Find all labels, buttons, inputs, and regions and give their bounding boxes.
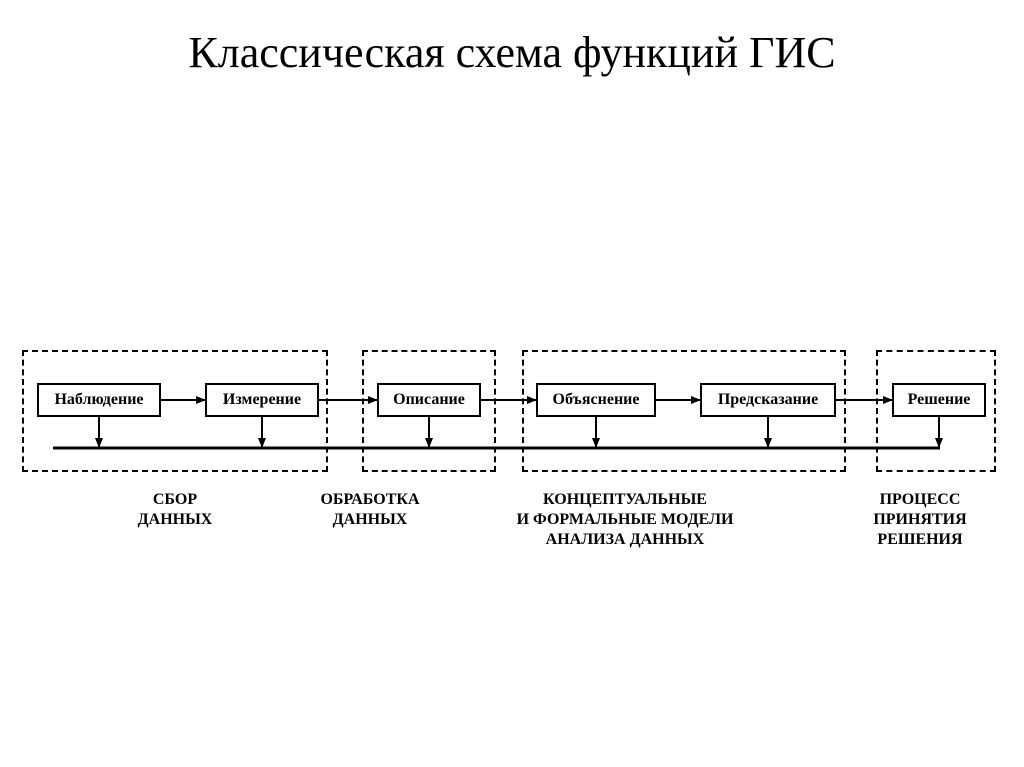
node-n6: Решение bbox=[892, 383, 986, 417]
node-n5: Предсказание bbox=[700, 383, 836, 417]
node-n1: Наблюдение bbox=[37, 383, 161, 417]
diagram-canvas: Классическая схема функций ГИС СБОР ДАНН… bbox=[0, 0, 1024, 767]
group-label-g4: ПРОЦЕСС ПРИНЯТИЯ РЕШЕНИЯ bbox=[840, 490, 1000, 550]
group-label-g2: ОБРАБОТКА ДАННЫХ bbox=[300, 490, 440, 530]
node-n3: Описание bbox=[377, 383, 481, 417]
node-n4: Объяснение bbox=[536, 383, 656, 417]
page-title: Классическая схема функций ГИС bbox=[0, 0, 1024, 79]
group-label-g3: КОНЦЕПТУАЛЬНЫЕ И ФОРМАЛЬНЫЕ МОДЕЛИ АНАЛИ… bbox=[470, 490, 780, 550]
group-label-g1: СБОР ДАННЫХ bbox=[130, 490, 220, 530]
node-n2: Измерение bbox=[205, 383, 319, 417]
